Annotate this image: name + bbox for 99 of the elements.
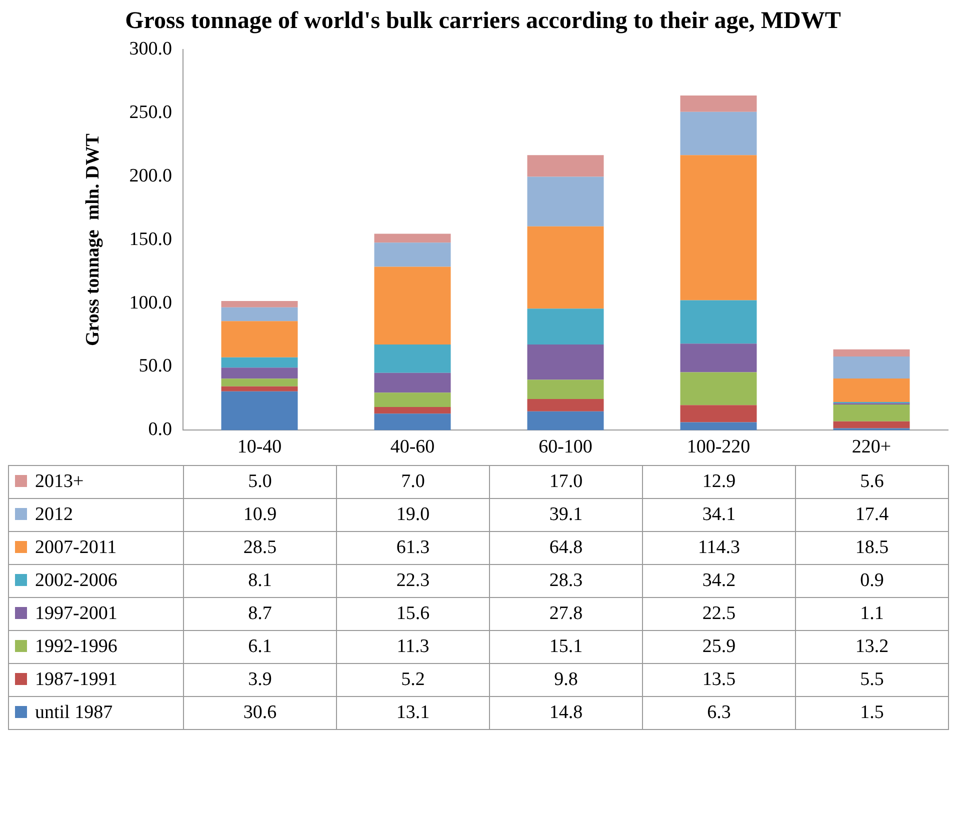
y-tick-label: 250.0 xyxy=(129,102,172,123)
data-label: 8.7 xyxy=(184,598,336,630)
legend-label: 2013+ xyxy=(35,471,84,492)
data-label: 114.3 xyxy=(642,532,796,564)
data-label: 10.9 xyxy=(184,498,336,532)
data-label: 7.0 xyxy=(336,466,490,498)
y-tick-label: 200.0 xyxy=(129,165,172,186)
bar xyxy=(221,386,298,392)
data-label: 1.1 xyxy=(796,598,948,630)
bar xyxy=(374,392,451,407)
data-label: 61.3 xyxy=(336,532,490,564)
bar xyxy=(221,307,298,322)
y-tick-label: 100.0 xyxy=(129,292,172,314)
data-label: 28.3 xyxy=(490,564,642,598)
data-label: 15.1 xyxy=(490,630,642,664)
bar xyxy=(221,321,298,358)
data-label: 34.2 xyxy=(642,564,796,598)
data-label: 28.5 xyxy=(184,532,336,564)
data-label: 8.1 xyxy=(184,564,336,598)
bar xyxy=(374,234,451,243)
data-label: 39.1 xyxy=(490,498,642,532)
bar xyxy=(680,95,757,112)
data-label: 5.5 xyxy=(796,664,948,696)
legend-label: 1997-2001 xyxy=(35,603,118,624)
data-label: 30.6 xyxy=(184,696,336,730)
data-label: 5.2 xyxy=(336,664,490,696)
legend-label: 2007-2011 xyxy=(35,537,117,558)
bar xyxy=(833,404,910,422)
bar xyxy=(680,155,757,300)
data-label: 6.3 xyxy=(642,696,796,730)
data-label: 19.0 xyxy=(336,498,490,532)
y-tick-label: 150.0 xyxy=(129,228,172,250)
data-label: 13.2 xyxy=(796,630,948,664)
data-label: 12.9 xyxy=(642,466,796,498)
data-label: 17.4 xyxy=(796,498,948,532)
bar xyxy=(680,344,757,372)
bar xyxy=(374,414,451,430)
data-label: 13.1 xyxy=(336,696,490,730)
legend-label: 2012 xyxy=(35,504,73,525)
data-label: 13.5 xyxy=(642,664,796,696)
bar xyxy=(221,300,298,308)
data-label: 5.0 xyxy=(184,466,336,498)
data-label: 27.8 xyxy=(490,598,642,630)
data-label: 14.8 xyxy=(490,696,642,730)
bar xyxy=(680,300,757,344)
data-label: 25.9 xyxy=(642,630,796,664)
bar xyxy=(680,112,757,156)
bar xyxy=(680,405,757,422)
bar xyxy=(221,357,298,368)
bar xyxy=(221,391,298,430)
bar xyxy=(527,176,604,226)
bar xyxy=(527,411,604,430)
x-tick-label: 220+ xyxy=(852,436,892,458)
data-label: 17.0 xyxy=(490,466,642,498)
data-label: 34.1 xyxy=(642,498,796,532)
bar xyxy=(221,368,298,379)
data-label: 22.5 xyxy=(642,598,796,630)
y-tick-label: 50.0 xyxy=(138,356,172,377)
bar xyxy=(527,380,604,399)
data-label: 5.6 xyxy=(796,466,948,498)
data-label: 0.9 xyxy=(796,564,948,598)
data-label: 11.3 xyxy=(336,630,490,664)
chart-title: Gross tonnage of world's bulk carriers according to their age, MDWT xyxy=(124,8,842,35)
x-tick-label: 100-220 xyxy=(686,436,750,458)
bar xyxy=(374,372,451,393)
bar xyxy=(833,421,910,428)
bar xyxy=(374,344,451,373)
y-axis-title: Gross tonnage mln. DWT xyxy=(82,133,104,346)
legend-label: 1987-1991 xyxy=(35,669,118,690)
x-tick-label: 40-60 xyxy=(390,436,435,458)
bar xyxy=(833,356,910,379)
data-label: 64.8 xyxy=(490,532,642,564)
data-label: 1.5 xyxy=(796,696,948,730)
data-label: 9.8 xyxy=(490,664,642,696)
bar xyxy=(527,226,604,309)
data-label: 15.6 xyxy=(336,598,490,630)
bar xyxy=(527,398,604,412)
y-tick-label: 300.0 xyxy=(129,38,172,60)
bar xyxy=(374,406,451,414)
x-tick-label: 10-40 xyxy=(237,436,282,458)
data-label: 22.3 xyxy=(336,564,490,598)
bar xyxy=(374,266,451,345)
bar xyxy=(527,308,604,345)
legend-label: until 1987 xyxy=(35,702,113,723)
data-label: 18.5 xyxy=(796,532,948,564)
bar xyxy=(833,378,910,402)
bar xyxy=(680,372,757,406)
data-label: 6.1 xyxy=(184,630,336,664)
bar xyxy=(527,344,604,380)
data-label: 3.9 xyxy=(184,664,336,696)
legend-label: 2002-2006 xyxy=(35,570,118,591)
legend-label: 1992-1996 xyxy=(35,636,118,657)
y-tick-label: 0.0 xyxy=(148,419,172,440)
x-tick-label: 60-100 xyxy=(538,436,592,458)
bar xyxy=(527,155,604,177)
bar xyxy=(833,349,910,356)
bar xyxy=(374,242,451,267)
bar xyxy=(680,422,757,430)
bar xyxy=(221,378,298,386)
